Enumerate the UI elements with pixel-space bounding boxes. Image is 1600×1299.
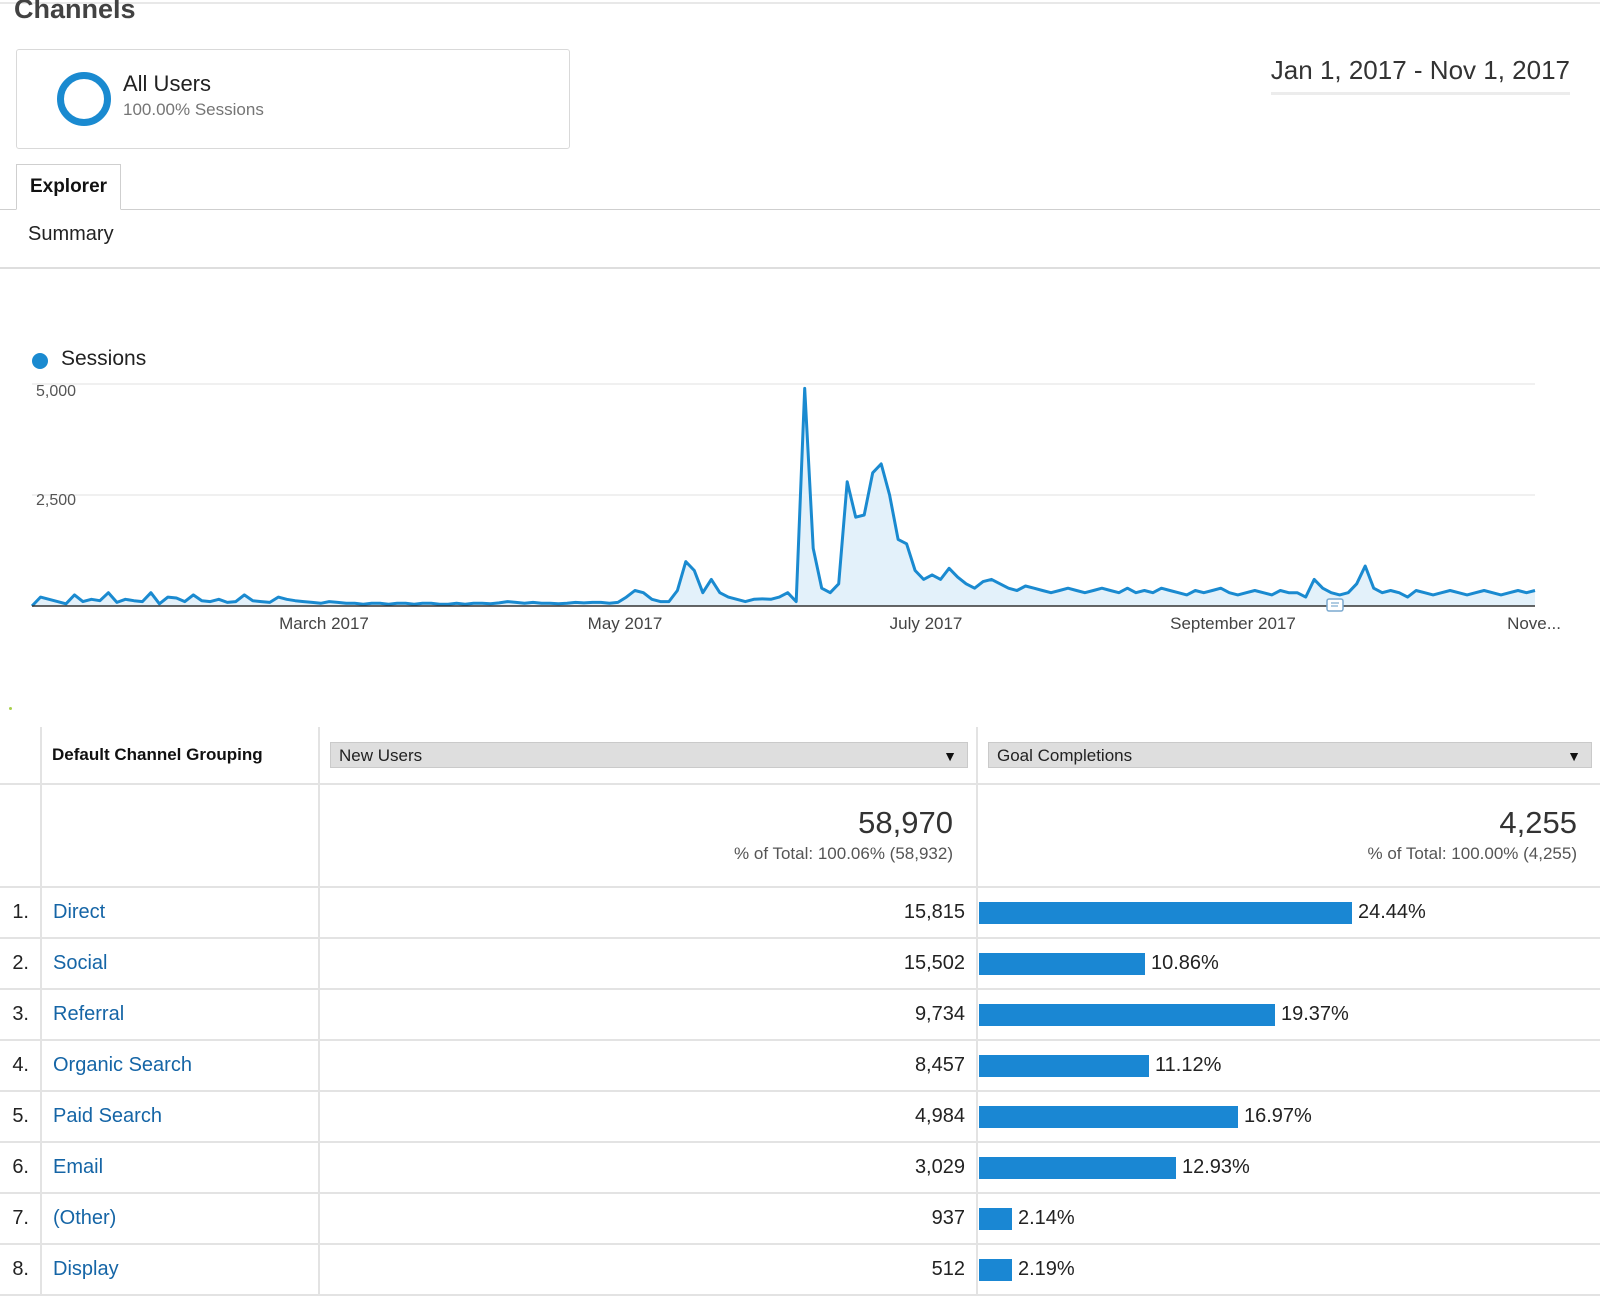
table-header-row: Default Channel Grouping New Users ▼ Goa… — [0, 727, 1600, 785]
new-users-value: 3,029 — [319, 1142, 978, 1194]
x-tick-label: March 2017 — [279, 614, 369, 633]
y-tick-label: 5,000 — [36, 383, 76, 400]
table-row: 5. Paid Search 4,984 16.97% — [0, 1091, 1600, 1143]
channel-link[interactable]: Social — [41, 938, 320, 990]
channel-link[interactable]: Display — [41, 1244, 320, 1296]
new-users-value: 4,984 — [319, 1091, 978, 1143]
y-tick-label: 2,500 — [36, 492, 76, 509]
table-total-row: 58,970 % of Total: 100.06% (58,932) 4,25… — [0, 784, 1600, 888]
metric2-select-label: Goal Completions — [997, 746, 1133, 765]
table-row: 8. Display 512 2.19% — [0, 1244, 1600, 1296]
new-users-value: 937 — [319, 1193, 978, 1245]
row-rank: 6. — [0, 1142, 42, 1194]
goal-completion-pct: 12.93% — [1182, 1156, 1250, 1178]
goal-completion-pct: 10.86% — [1151, 952, 1219, 974]
metric1-total: 58,970 — [858, 805, 953, 840]
sessions-chart[interactable]: 5,000 2,500 March 2017 May 2017 July 201… — [0, 370, 1600, 650]
row-rank: 8. — [0, 1244, 42, 1296]
goal-completion-bar — [979, 1156, 1176, 1179]
channels-table: Default Channel Grouping New Users ▼ Goa… — [0, 727, 1600, 1296]
goal-completion-pct: 2.14% — [1018, 1207, 1075, 1229]
goal-completion-bar — [979, 952, 1145, 975]
decorative-dot — [9, 707, 12, 710]
new-users-value: 512 — [319, 1244, 978, 1296]
segment-name: All Users — [123, 71, 212, 96]
goal-completion-bar — [979, 901, 1352, 924]
tab-summary[interactable]: Summary — [28, 223, 114, 245]
channel-link[interactable]: Organic Search — [41, 1040, 320, 1092]
x-tick-label: May 2017 — [588, 614, 663, 633]
x-tick-label: July 2017 — [890, 614, 963, 633]
table-row: 6. Email 3,029 12.93% — [0, 1142, 1600, 1194]
x-tick-label: Nove... — [1507, 614, 1561, 633]
goal-completion-pct: 24.44% — [1358, 901, 1426, 923]
channel-link[interactable]: Referral — [41, 989, 320, 1041]
row-rank: 5. — [0, 1091, 42, 1143]
sessions-line — [30, 386, 1536, 608]
annotation-marker-icon[interactable] — [1326, 598, 1344, 612]
channel-link[interactable]: Email — [41, 1142, 320, 1194]
new-users-value: 15,815 — [319, 887, 978, 939]
legend-dot-icon — [32, 353, 48, 369]
tab-divider — [0, 209, 1600, 210]
goal-completion-pct: 19.37% — [1281, 1003, 1349, 1025]
channel-link[interactable]: Direct — [41, 887, 320, 939]
x-tick-label: September 2017 — [1170, 614, 1296, 633]
new-users-value: 9,734 — [319, 989, 978, 1041]
date-range-picker[interactable]: Jan 1, 2017 - Nov 1, 2017 — [1270, 55, 1570, 95]
row-rank: 7. — [0, 1193, 42, 1245]
table-row: 3. Referral 9,734 19.37% — [0, 989, 1600, 1041]
channel-link[interactable]: Paid Search — [41, 1091, 320, 1143]
subnav-divider — [0, 267, 1600, 269]
row-rank: 1. — [0, 887, 42, 939]
metric2-select[interactable]: Goal Completions ▼ — [988, 742, 1592, 768]
metric2-total-note: % of Total: 100.00% (4,255) — [1367, 844, 1578, 863]
new-users-value: 8,457 — [319, 1040, 978, 1092]
metric2-total: 4,255 — [1499, 805, 1577, 840]
goal-completion-bar — [979, 1207, 1012, 1230]
tab-explorer[interactable]: Explorer — [16, 164, 121, 210]
sessions-area — [32, 388, 1535, 606]
goal-completion-bar — [979, 1054, 1149, 1077]
table-row: 4. Organic Search 8,457 11.12% — [0, 1040, 1600, 1092]
new-users-value: 15,502 — [319, 938, 978, 990]
segment-detail: 100.00% Sessions — [123, 100, 264, 119]
row-rank: 4. — [0, 1040, 42, 1092]
goal-completion-bar — [979, 1258, 1012, 1281]
metric1-total-note: % of Total: 100.06% (58,932) — [734, 844, 953, 863]
dropdown-arrow-icon: ▼ — [943, 748, 957, 764]
page-title: Channels — [14, 0, 136, 24]
metric1-select[interactable]: New Users ▼ — [330, 742, 968, 768]
row-rank: 3. — [0, 989, 42, 1041]
goal-completion-pct: 2.19% — [1018, 1258, 1075, 1280]
goal-completion-bar — [979, 1105, 1238, 1128]
goal-completion-pct: 16.97% — [1244, 1105, 1312, 1127]
table-row: 1. Direct 15,815 24.44% — [0, 887, 1600, 939]
goal-completion-bar — [979, 1003, 1275, 1026]
dimension-header[interactable]: Default Channel Grouping — [41, 727, 320, 785]
goal-completion-pct: 11.12% — [1155, 1054, 1222, 1076]
table-row: 2. Social 15,502 10.86% — [0, 938, 1600, 990]
segment-ring-icon — [57, 72, 111, 126]
dropdown-arrow-icon: ▼ — [1567, 748, 1581, 764]
channel-link[interactable]: (Other) — [41, 1193, 320, 1245]
table-row: 7. (Other) 937 2.14% — [0, 1193, 1600, 1245]
metric1-select-label: New Users — [339, 746, 423, 765]
segment-card[interactable]: All Users 100.00% Sessions — [16, 49, 570, 149]
row-rank: 2. — [0, 938, 42, 990]
legend-label-sessions: Sessions — [61, 347, 147, 370]
top-divider — [0, 2, 1600, 4]
